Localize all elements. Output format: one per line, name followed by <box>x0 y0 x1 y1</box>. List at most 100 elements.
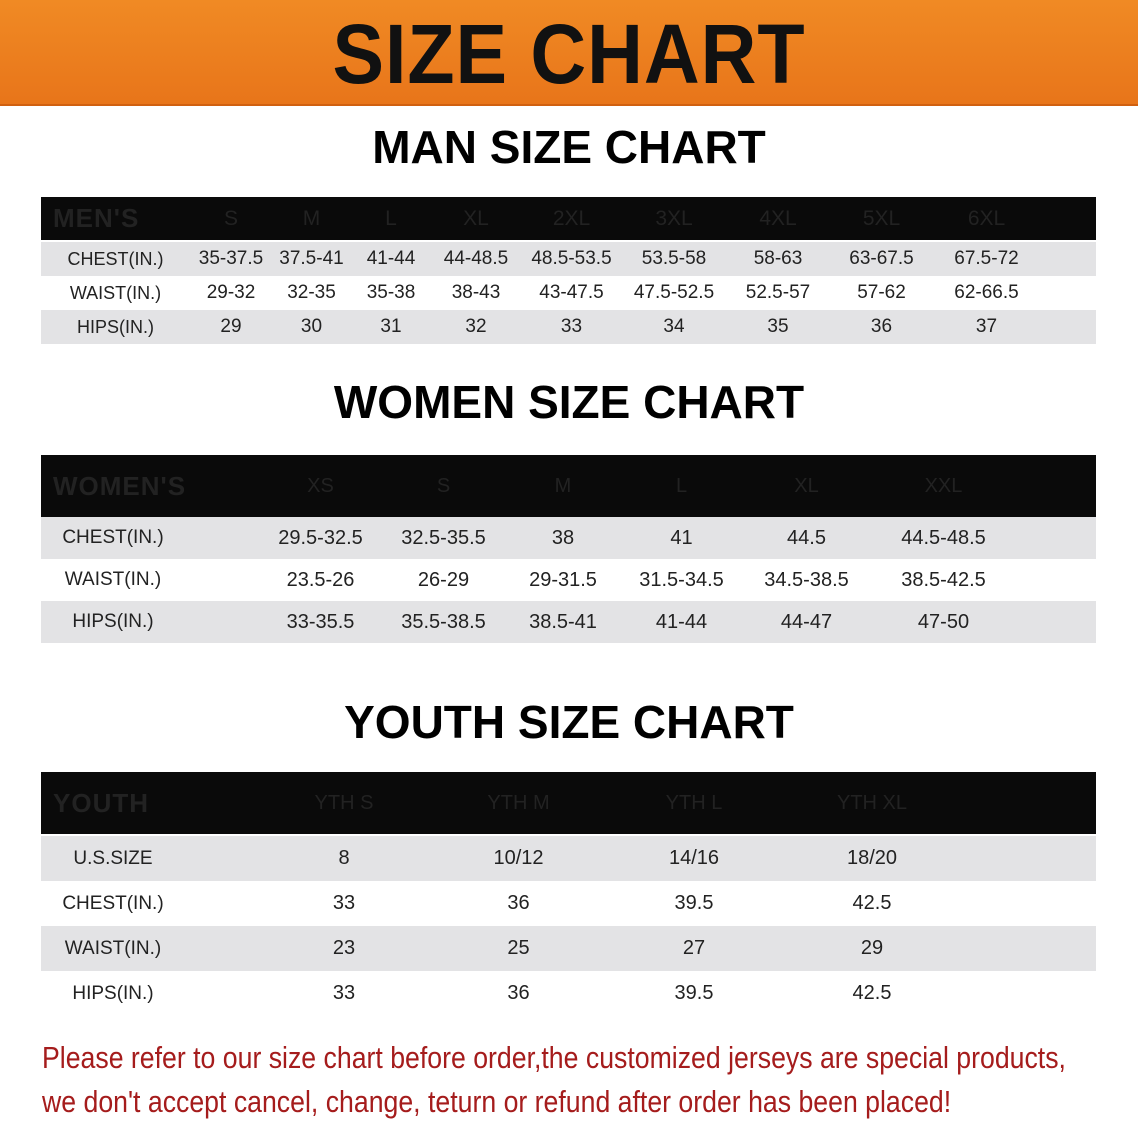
row-label-text: WAIST(IN.) <box>64 569 162 590</box>
measurement-cell: 31 <box>380 316 402 337</box>
row-label: HIPS(IN.) <box>41 983 257 1005</box>
size-header: S <box>223 206 238 230</box>
size-header: 3XL <box>655 206 693 230</box>
measurement-cell: 37 <box>975 316 998 337</box>
size-header: 5XL <box>862 206 901 230</box>
measurement-cell: 29-32 <box>206 282 256 303</box>
row-label-text: HIPS(IN.) <box>76 316 154 337</box>
size-header: 6XL <box>967 206 1006 230</box>
size-header: YTH M <box>487 791 550 814</box>
table-row: HIPS(IN.) 29 30 31 32 33 34 35 36 37 <box>41 310 1096 344</box>
size-header: XL <box>794 474 819 497</box>
measurement-cell: 18/20 <box>846 847 898 869</box>
measurement-cell: 35-37.5 <box>198 248 264 269</box>
men-size-table: MEN'S S M L XL 2XL 3XL 4XL 5XL 6XL CHEST(IN.) 35-37… <box>41 197 1096 344</box>
measurement-cell: 41-44 <box>366 248 416 269</box>
measurement-cell: 36 <box>507 892 530 914</box>
title-banner: SIZE CHART <box>0 0 1138 106</box>
measurement-cell: 38.5-42.5 <box>901 568 986 591</box>
table-row: HIPS(IN.) 33-35.5 35.5-38.5 38.5-41 41-44 44-… <box>41 601 1096 643</box>
measurement-cell: 35-38 <box>366 282 416 303</box>
row-label: WAIST(IN.) <box>41 283 190 304</box>
measurement-cell: 33 <box>560 316 583 337</box>
measurement-cell: 36 <box>870 316 893 337</box>
table-label: YOUTH <box>53 787 149 818</box>
header-row: WOMEN'S XS S M L XL XXL <box>41 455 1096 517</box>
measurement-cell: 53.5-58 <box>641 248 707 269</box>
row-label: HIPS(IN.) <box>41 317 190 338</box>
row-label-text: CHEST(IN.) <box>67 248 164 269</box>
size-header: 2XL <box>552 206 591 230</box>
table-row: WAIST(IN.) 23 25 27 29 <box>41 926 1096 971</box>
measurement-cell: 47.5-52.5 <box>633 282 715 303</box>
row-label: CHEST(IN.) <box>41 249 190 270</box>
measurement-cell: 31.5-34.5 <box>639 568 724 591</box>
measurement-cell: 39.5 <box>674 892 714 914</box>
row-label-text: CHEST(IN.) <box>62 527 164 548</box>
measurement-cell: 38 <box>551 526 575 549</box>
order-notice-line: we don't accept cancel, change, teturn o… <box>42 1084 952 1119</box>
youth-heading: YOUTH SIZE CHART <box>344 696 794 748</box>
women-size-table: WOMEN'S XS S M L XL XXL CHEST(IN.) 29.5-32.5 32.5… <box>41 455 1096 643</box>
measurement-cell: 47-50 <box>917 610 970 633</box>
measurement-cell: 33 <box>332 892 356 914</box>
measurement-cell: 29 <box>860 937 884 959</box>
order-notice: Please refer to our size chart before or… <box>42 1036 1066 1124</box>
measurement-cell: 33-35.5 <box>286 610 355 633</box>
measurement-cell: 26-29 <box>417 568 470 591</box>
row-label: CHEST(IN.) <box>41 893 257 915</box>
measurement-cell: 33 <box>332 982 356 1004</box>
table-row: CHEST(IN.) 35-37.5 37.5-41 41-44 44-48.5 48.5… <box>41 242 1096 276</box>
measurement-cell: 52.5-57 <box>745 282 811 303</box>
measurement-cell: 57-62 <box>857 282 906 303</box>
measurement-cell: 29.5-32.5 <box>278 526 363 549</box>
header-row: YOUTH YTH S YTH M YTH L YTH XL <box>41 772 1096 834</box>
row-label-text: HIPS(IN.) <box>72 982 154 1004</box>
measurement-cell: 42.5 <box>852 982 892 1004</box>
size-header: XS <box>307 474 334 497</box>
measurement-cell: 29 <box>220 316 242 337</box>
measurement-cell: 42.5 <box>852 892 892 914</box>
measurement-cell: 35 <box>767 316 789 337</box>
row-label: U.S.SIZE <box>41 848 257 870</box>
measurement-cell: 44.5-48.5 <box>901 526 986 549</box>
size-header: S <box>436 474 451 497</box>
size-header: YTH S <box>314 791 374 814</box>
measurement-cell: 23 <box>332 937 356 959</box>
row-label-text: HIPS(IN.) <box>72 611 154 632</box>
measurement-cell: 41-44 <box>655 610 708 633</box>
measurement-cell: 35.5-38.5 <box>401 610 486 633</box>
measurement-cell: 32.5-35.5 <box>401 526 486 549</box>
measurement-cell: 67.5-72 <box>954 248 1019 269</box>
row-label: WAIST(IN.) <box>41 938 257 960</box>
size-header: M <box>554 474 572 497</box>
measurement-cell: 8 <box>338 847 350 869</box>
row-label-text: WAIST(IN.) <box>69 282 162 303</box>
table-row: CHEST(IN.) 29.5-32.5 32.5-35.5 38 41 44.5 44.5… <box>41 517 1096 559</box>
measurement-cell: 32-35 <box>287 282 336 303</box>
measurement-cell: 36 <box>507 982 530 1004</box>
measurement-cell: 30 <box>300 316 323 337</box>
measurement-cell: 10/12 <box>493 847 544 869</box>
table-row: U.S.SIZE 8 10/12 14/16 18/20 <box>41 836 1096 881</box>
measurement-cell: 34 <box>663 316 685 337</box>
measurement-cell: 63-67.5 <box>849 248 914 269</box>
measurement-cell: 14/16 <box>668 847 720 869</box>
page-title: SIZE CHART <box>332 7 806 101</box>
measurement-cell: 38-43 <box>451 282 501 303</box>
measurement-cell: 62-66.5 <box>954 282 1019 303</box>
header-row: MEN'S S M L XL 2XL 3XL 4XL 5XL 6XL <box>41 197 1096 240</box>
measurement-cell: 44.5 <box>787 526 826 549</box>
order-notice-line: Please refer to our size chart before or… <box>42 1040 1066 1075</box>
measurement-cell: 32 <box>465 316 487 337</box>
measurement-cell: 34.5-38.5 <box>764 568 849 591</box>
table-label: WOMEN'S <box>53 470 187 501</box>
row-label-text: U.S.SIZE <box>73 847 153 869</box>
measurement-cell: 48.5-53.5 <box>531 248 612 269</box>
size-header: L <box>385 206 397 230</box>
size-header: XXL <box>924 474 963 497</box>
row-label: WAIST(IN.) <box>41 569 258 591</box>
size-header: 4XL <box>759 206 797 230</box>
measurement-cell: 44-47 <box>780 610 833 633</box>
table-row: WAIST(IN.) 23.5-26 26-29 29-31.5 31.5-34.5 34… <box>41 559 1096 601</box>
